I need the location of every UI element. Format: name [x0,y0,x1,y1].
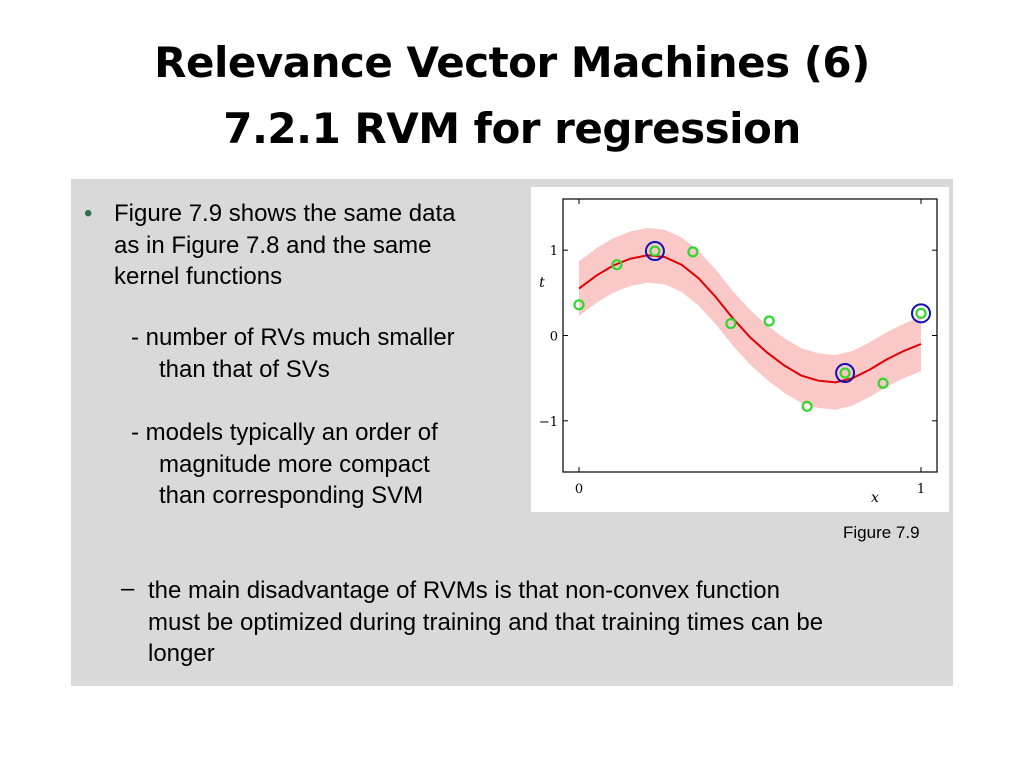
data-point [573,299,585,311]
relevance-vector [835,363,856,384]
bullet-line: kernel functions [114,263,283,290]
predictive-band [579,228,921,410]
data-point [649,245,661,257]
x-tick-label: 0 [575,482,583,497]
x-axis-label: x [871,490,879,506]
bullet-line: as in Figure 7.8 and the same [114,231,432,259]
disadvantage-line: must be optimized during training and th… [148,608,824,636]
figure-plot: −1 0 1 0 1 x t [531,187,949,512]
sub-point-line: - models typically an order of [131,419,438,446]
disadvantage-text: the main disadvantage of RVMs is that no… [148,575,823,670]
data-point [801,400,813,412]
data-point [839,367,851,379]
bullet-line: Figure 7.9 shows the same data [114,200,456,227]
sub-point-compact: - models typically an order of magnitude… [131,417,438,512]
disadvantage-line: longer [148,640,215,667]
y-axis-label: t [539,275,545,291]
y-tick-label: 0 [550,330,558,345]
data-point [763,315,775,327]
data-point [877,377,889,389]
mean-curve [578,254,922,384]
sub-point-line: magnitude more compact [159,450,430,478]
data-point [611,259,623,271]
sub-point-line: than corresponding SVM [159,482,424,509]
slide-title: Relevance Vector Machines (6) 7.2.1 RVM … [0,30,1024,162]
bullet-text: Figure 7.9 shows the same data as in Fig… [114,198,456,293]
y-tick-label: 1 [550,244,558,259]
figure-caption: Figure 7.9 [843,523,920,542]
bullet-marker: • [84,200,93,227]
data-point [725,317,737,330]
regression-chart: −1 0 1 0 1 x t [539,198,938,506]
sub-point-line: - number of RVs much smaller [131,324,455,351]
disadvantage-line: the main disadvantage of RVMs is that no… [148,577,780,604]
dash-marker: – [121,575,135,602]
data-point [915,307,927,319]
relevance-vector [911,303,931,324]
data-point [687,246,699,258]
title-line-1: Relevance Vector Machines (6) [154,38,870,87]
title-line-2: 7.2.1 RVM for regression [223,104,801,153]
sub-point-line: than that of SVs [159,355,330,383]
x-tick-label: 1 [917,482,925,497]
sub-point-rvs: - number of RVs much smaller than that o… [131,322,455,385]
relevance-vector [644,241,665,262]
y-tick-label: −1 [539,415,558,430]
